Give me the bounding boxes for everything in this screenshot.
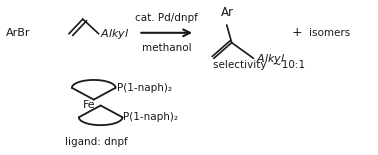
Text: P(1-naph)₂: P(1-naph)₂ xyxy=(116,83,172,93)
Text: +: + xyxy=(292,26,302,39)
Text: $\mathit{Alkyl}$: $\mathit{Alkyl}$ xyxy=(256,52,285,66)
Text: methanol: methanol xyxy=(142,43,192,53)
Text: P(1-naph)₂: P(1-naph)₂ xyxy=(124,112,178,122)
Text: isomers: isomers xyxy=(309,28,350,38)
Text: ligand: dnpf: ligand: dnpf xyxy=(65,137,128,147)
Text: cat. Pd/dnpf: cat. Pd/dnpf xyxy=(135,13,198,23)
Text: Ar: Ar xyxy=(221,6,234,19)
Text: $\mathit{Alkyl}$: $\mathit{Alkyl}$ xyxy=(100,27,129,41)
Text: Fe: Fe xyxy=(82,100,95,111)
Text: ArBr: ArBr xyxy=(6,28,31,38)
Text: selectivity  ~10:1: selectivity ~10:1 xyxy=(213,60,305,70)
